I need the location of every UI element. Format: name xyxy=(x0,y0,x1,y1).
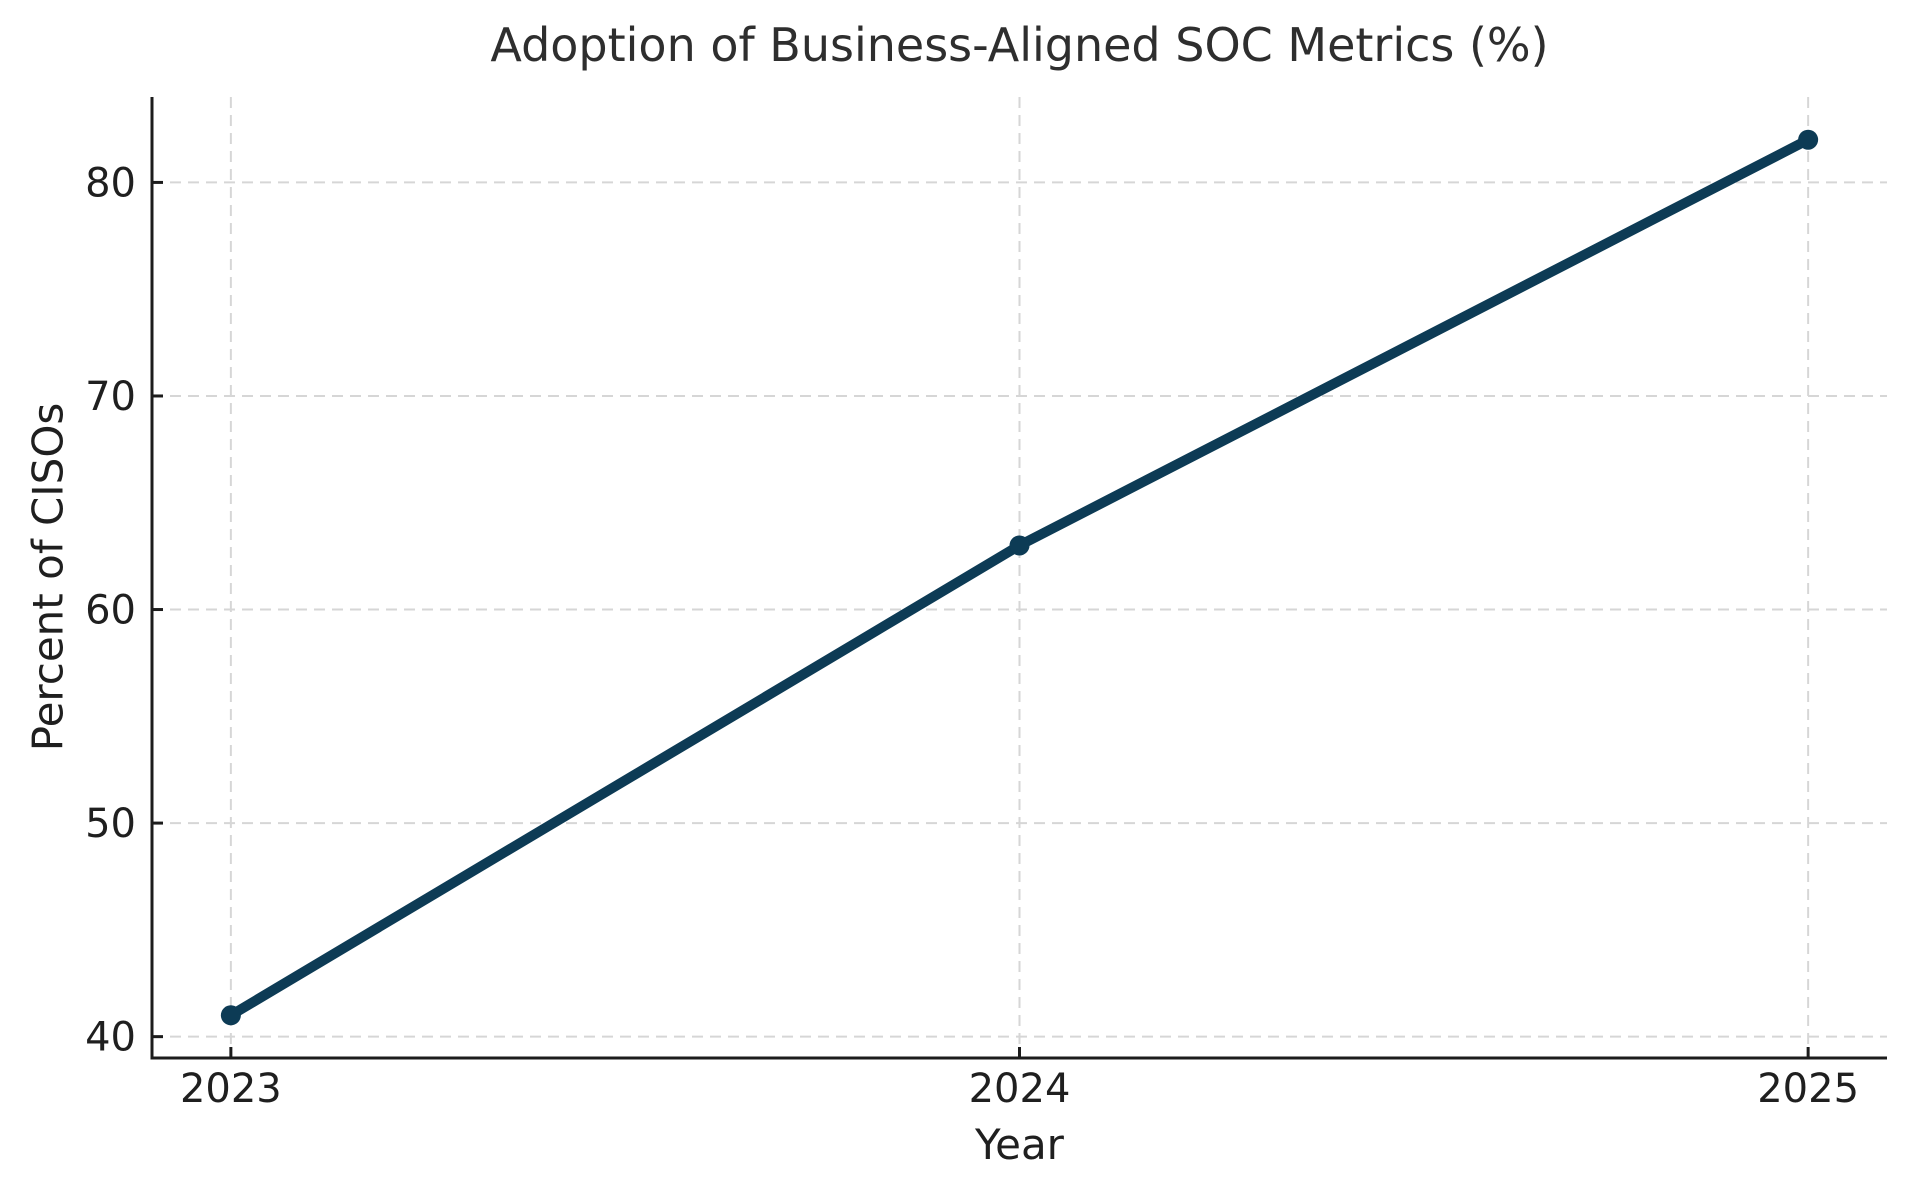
y-tick-label-60: 60 xyxy=(85,588,136,634)
x-tick-label-2023: 2023 xyxy=(180,1066,282,1112)
x-tick-label-2025: 2025 xyxy=(1757,1066,1859,1112)
y-tick-label-40: 40 xyxy=(85,1015,136,1061)
data-point-2025 xyxy=(1798,129,1819,150)
chart-title: Adoption of Business-Aligned SOC Metrics… xyxy=(490,18,1549,72)
data-line xyxy=(225,134,1814,1021)
y-tick-label-50: 50 xyxy=(85,801,136,847)
data-point-2024 xyxy=(1009,535,1030,556)
x-axis-label: Year xyxy=(975,1120,1064,1169)
y-tick-label-70: 70 xyxy=(85,374,136,420)
data-point-2023 xyxy=(220,1005,241,1026)
x-tick-label-2024: 2024 xyxy=(969,1066,1071,1112)
y-tick-label-80: 80 xyxy=(85,160,136,206)
y-axis-label: Percent of CISOs xyxy=(23,402,73,752)
